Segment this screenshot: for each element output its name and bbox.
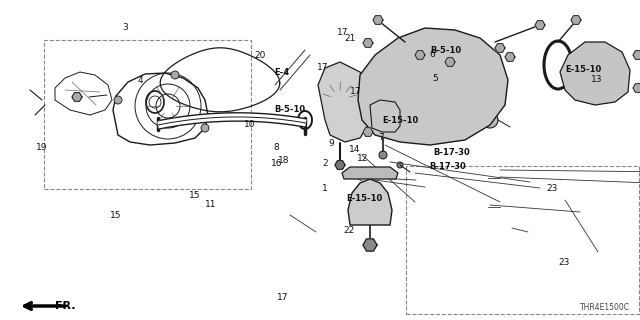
Text: E-15-10: E-15-10 bbox=[566, 65, 602, 74]
Polygon shape bbox=[363, 239, 377, 251]
Polygon shape bbox=[335, 161, 345, 169]
Polygon shape bbox=[415, 51, 425, 59]
Text: 15: 15 bbox=[189, 191, 201, 200]
Text: 9: 9 bbox=[328, 139, 333, 148]
Circle shape bbox=[431, 33, 439, 41]
Polygon shape bbox=[373, 16, 383, 24]
Bar bbox=[406, 166, 639, 314]
Text: 5: 5 bbox=[433, 74, 438, 83]
Text: B-5-10: B-5-10 bbox=[430, 46, 461, 55]
Text: 23: 23 bbox=[546, 184, 557, 193]
Text: 17: 17 bbox=[350, 87, 362, 96]
Text: 13: 13 bbox=[591, 75, 602, 84]
Polygon shape bbox=[560, 42, 630, 105]
Text: 7: 7 bbox=[378, 133, 383, 142]
Text: 4: 4 bbox=[138, 76, 143, 84]
Circle shape bbox=[431, 129, 439, 137]
Text: FR.: FR. bbox=[55, 301, 76, 311]
Polygon shape bbox=[505, 53, 515, 61]
Text: 14: 14 bbox=[349, 145, 360, 154]
Text: 20: 20 bbox=[254, 51, 266, 60]
Polygon shape bbox=[348, 179, 392, 225]
Circle shape bbox=[171, 71, 179, 79]
Text: 16: 16 bbox=[271, 159, 283, 168]
Polygon shape bbox=[495, 44, 505, 52]
Polygon shape bbox=[342, 167, 398, 179]
Polygon shape bbox=[571, 16, 581, 24]
Circle shape bbox=[482, 112, 498, 128]
Text: B-17-30: B-17-30 bbox=[429, 162, 467, 171]
Text: 8: 8 bbox=[274, 143, 279, 152]
Polygon shape bbox=[363, 39, 373, 47]
Text: 3: 3 bbox=[122, 23, 127, 32]
Text: 21: 21 bbox=[344, 34, 356, 43]
Text: E-15-10: E-15-10 bbox=[346, 194, 382, 203]
Text: 18: 18 bbox=[278, 156, 289, 165]
Text: 12: 12 bbox=[356, 154, 368, 163]
Circle shape bbox=[114, 96, 122, 104]
Text: 22: 22 bbox=[344, 226, 355, 235]
Bar bbox=[44, 40, 251, 189]
Text: 17: 17 bbox=[317, 63, 328, 72]
Polygon shape bbox=[363, 128, 373, 136]
Polygon shape bbox=[72, 93, 82, 101]
Circle shape bbox=[479, 81, 487, 89]
Text: 15: 15 bbox=[110, 211, 122, 220]
Circle shape bbox=[383, 81, 391, 89]
Text: 11: 11 bbox=[205, 200, 217, 209]
Text: 6: 6 bbox=[429, 50, 435, 59]
Polygon shape bbox=[445, 58, 455, 66]
Circle shape bbox=[379, 151, 387, 159]
Text: 17: 17 bbox=[337, 28, 348, 37]
Text: 23: 23 bbox=[559, 258, 570, 267]
Polygon shape bbox=[358, 28, 508, 145]
Polygon shape bbox=[318, 62, 368, 142]
Circle shape bbox=[201, 124, 209, 132]
Text: B-17-30: B-17-30 bbox=[433, 148, 470, 157]
Text: B-5-10: B-5-10 bbox=[275, 105, 305, 114]
Text: THR4E1500C: THR4E1500C bbox=[580, 303, 630, 312]
Text: 1: 1 bbox=[323, 184, 328, 193]
Text: 19: 19 bbox=[36, 143, 47, 152]
Circle shape bbox=[397, 162, 403, 168]
Text: 10: 10 bbox=[244, 120, 255, 129]
Text: E-15-10: E-15-10 bbox=[383, 116, 419, 125]
Text: E-4: E-4 bbox=[274, 68, 289, 77]
Polygon shape bbox=[633, 84, 640, 92]
Text: 17: 17 bbox=[277, 293, 289, 302]
Polygon shape bbox=[535, 21, 545, 29]
Text: 2: 2 bbox=[323, 159, 328, 168]
Polygon shape bbox=[633, 51, 640, 59]
